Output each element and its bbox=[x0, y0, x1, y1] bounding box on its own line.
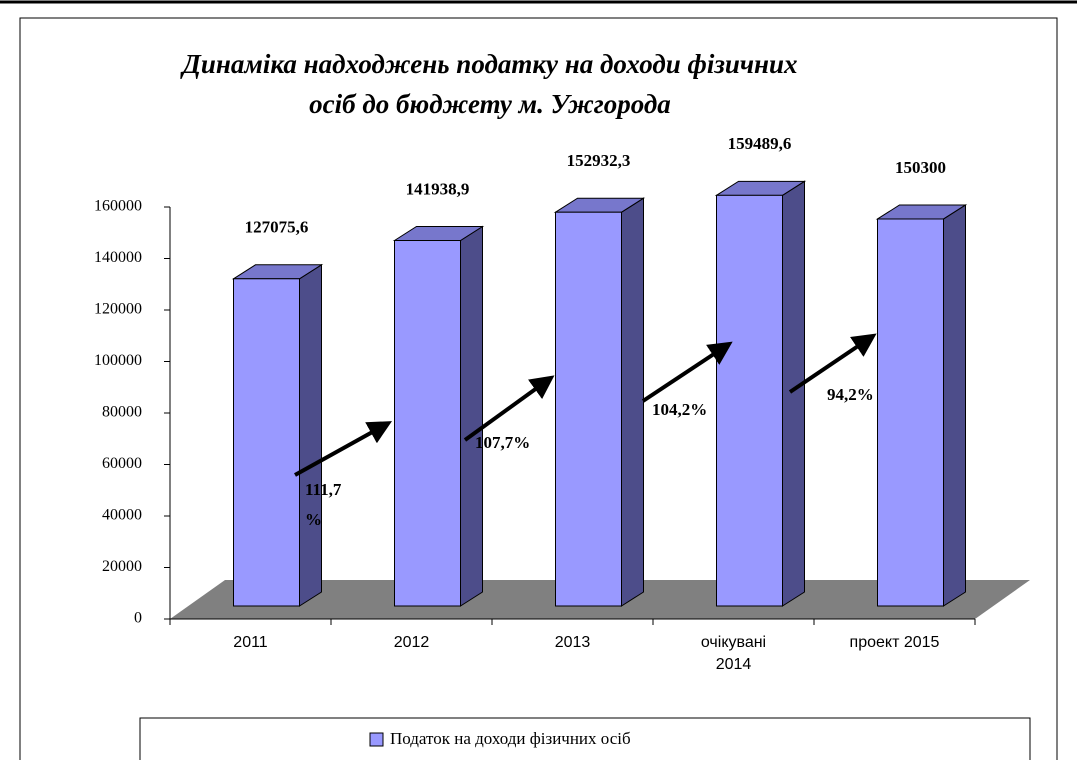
y-tick-label: 0 bbox=[134, 610, 142, 627]
legend-label: Податок на доходи фізичних осіб bbox=[390, 729, 631, 748]
y-tick-label: 140000 bbox=[94, 249, 142, 266]
growth-arrow bbox=[294, 421, 392, 477]
bar bbox=[877, 218, 944, 607]
growth-arrow bbox=[788, 333, 877, 394]
x-tick-label: очікувані 2014 bbox=[700, 634, 767, 673]
bar-side bbox=[621, 197, 644, 607]
bar-side bbox=[943, 204, 966, 607]
legend-swatch bbox=[369, 732, 384, 747]
bar bbox=[555, 211, 622, 607]
growth-annotation: 107,7% bbox=[475, 433, 531, 452]
growth-annotation: 111,7 % bbox=[305, 480, 342, 529]
y-tick-label: 120000 bbox=[94, 301, 142, 318]
y-tick-label: 80000 bbox=[102, 404, 142, 421]
y-tick-label: 20000 bbox=[102, 558, 142, 575]
data-label: 152932,3 bbox=[567, 151, 631, 170]
chart-title: осіб до бюджету м. Ужгорода bbox=[309, 89, 671, 119]
data-label: 159489,6 bbox=[728, 134, 792, 153]
chart-title: Динаміка надходжень податку на доходи фі… bbox=[179, 49, 797, 79]
y-tick-label: 60000 bbox=[102, 455, 142, 472]
bar-side bbox=[460, 225, 483, 607]
x-tick-label: 2012 bbox=[393, 634, 430, 651]
data-label: 150300 bbox=[895, 158, 946, 177]
y-tick-label: 100000 bbox=[94, 352, 142, 369]
legend-box bbox=[139, 717, 1031, 760]
x-tick-label: 2011 bbox=[233, 634, 268, 651]
bar-side bbox=[782, 180, 805, 607]
bar bbox=[233, 278, 300, 607]
bar bbox=[716, 194, 783, 607]
growth-arrow bbox=[641, 341, 733, 403]
growth-annotation: 94,2% bbox=[827, 385, 874, 404]
bar bbox=[394, 240, 461, 607]
y-tick-label: 40000 bbox=[102, 507, 142, 524]
growth-annotation: 104,2% bbox=[652, 400, 708, 419]
bar-side bbox=[299, 263, 322, 607]
data-label: 127075,6 bbox=[245, 218, 309, 237]
x-tick-label: проект 2015 bbox=[849, 634, 940, 651]
growth-arrow bbox=[463, 375, 555, 442]
x-tick-label: 2013 bbox=[554, 634, 591, 651]
chart-frame bbox=[19, 17, 1058, 760]
y-tick-label: 160000 bbox=[94, 198, 142, 215]
data-label: 141938,9 bbox=[406, 179, 470, 198]
